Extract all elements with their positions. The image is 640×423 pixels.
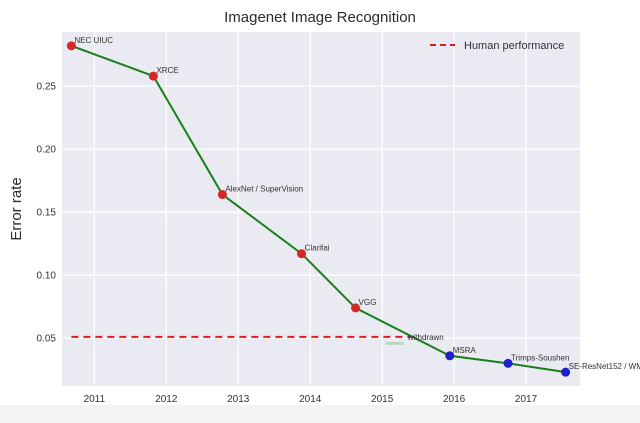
data-points	[66, 41, 571, 377]
data-point	[148, 71, 158, 81]
chart-title: Imagenet Image Recognition	[224, 9, 416, 26]
x-tick-label: 2013	[227, 394, 250, 405]
x-tick-label: 2014	[299, 394, 322, 405]
x-tick-label: 2016	[443, 394, 466, 405]
legend-entry-human-performance: Human performance	[464, 40, 564, 52]
x-tick-labels: 2011 2012 2013 2014 2015 2016 2017	[84, 394, 538, 405]
y-tick-labels: 0.05 0.10 0.15 0.20 0.25	[37, 82, 57, 345]
annotations: withdrawn	[385, 333, 444, 345]
data-point	[561, 367, 571, 377]
point-label: Trimps-Soushen	[511, 353, 569, 362]
error-rate-line	[71, 44, 566, 374]
x-tick-label: 2011	[84, 394, 106, 405]
point-label: Clarifai	[305, 244, 330, 253]
data-point	[503, 358, 513, 368]
point-labels: NEC UIUC XRCE AlexNet / SuperVision Clarifa…	[74, 36, 640, 371]
y-axis-label: Error rate	[8, 177, 25, 240]
y-tick-label: 0.15	[37, 208, 57, 219]
data-point	[217, 190, 227, 200]
legend: Human performance	[430, 40, 564, 52]
withdrawn-marker	[385, 341, 404, 345]
withdrawn-annotation: withdrawn	[407, 333, 444, 342]
y-tick-label: 0.25	[37, 82, 57, 93]
point-label: XRCE	[156, 66, 178, 75]
data-point	[445, 351, 455, 361]
y-tick-label: 0.05	[37, 334, 57, 345]
bottom-band	[0, 405, 640, 423]
point-label: SE-ResNet152 / WMW	[569, 362, 640, 371]
x-tick-label: 2017	[515, 394, 538, 405]
data-point	[351, 303, 361, 313]
point-label: NEC UIUC	[74, 36, 113, 45]
y-tick-label: 0.20	[37, 145, 57, 156]
x-tick-label: 2012	[155, 394, 178, 405]
x-tick-label: 2015	[371, 394, 394, 405]
point-label: AlexNet / SuperVision	[225, 185, 303, 194]
plot-area	[62, 32, 580, 386]
data-point	[297, 249, 307, 259]
point-label: VGG	[359, 298, 377, 307]
chart-svg: 2011 2012 2013 2014 2015 2016 2017 0.05 0.10 0.1…	[8, 9, 640, 405]
point-label: MSRA	[453, 346, 477, 355]
error-rate-polyline	[71, 44, 566, 374]
data-point	[66, 41, 76, 51]
y-tick-label: 0.10	[37, 271, 57, 282]
grid-lines	[62, 32, 580, 386]
